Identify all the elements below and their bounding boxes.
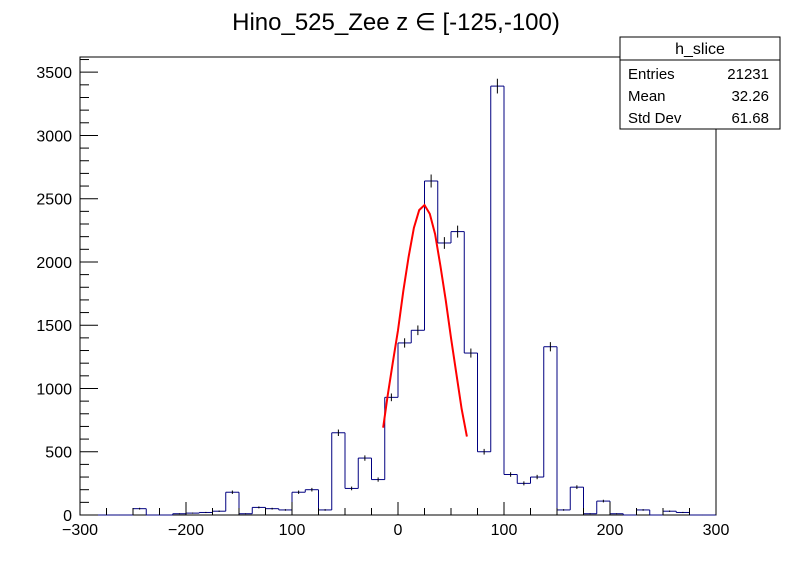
stats-mean-label: Mean bbox=[628, 88, 666, 105]
y-tick-label: 2500 bbox=[36, 192, 72, 209]
stats-stddev-label: Std Dev bbox=[628, 110, 682, 127]
axes: −300 −200 100 0 100 200 3000500100015002000250… bbox=[36, 59, 730, 539]
chart-title: Hino_525_Zee z ∈ [-125,-100) bbox=[232, 9, 560, 36]
x-tick-label: −300 bbox=[62, 522, 98, 539]
y-tick-label: 1500 bbox=[36, 318, 72, 335]
y-tick-label: 2000 bbox=[36, 255, 72, 272]
x-tick-label: 200 bbox=[597, 522, 624, 539]
y-tick-label: 3500 bbox=[36, 65, 72, 82]
x-tick-label: 100 bbox=[279, 522, 306, 539]
fit-curve-group bbox=[382, 203, 468, 437]
stats-stddev-value: 61.68 bbox=[731, 110, 769, 127]
y-tick-label: 500 bbox=[45, 445, 72, 462]
stats-mean-value: 32.26 bbox=[731, 88, 769, 105]
error-bars bbox=[139, 78, 684, 515]
stats-entries-label: Entries bbox=[628, 66, 675, 83]
x-tick-label: 0 bbox=[394, 522, 403, 539]
x-tick-label: 300 bbox=[703, 522, 730, 539]
x-tick-label: 100 bbox=[491, 522, 518, 539]
stats-box: h_slice Entries 21231 Mean 32.26 Std Dev… bbox=[619, 36, 781, 130]
y-tick-label: 0 bbox=[63, 508, 72, 525]
y-tick-label: 1000 bbox=[36, 381, 72, 398]
stats-box-title: h_slice bbox=[675, 41, 725, 58]
histogram bbox=[80, 85, 716, 516]
stats-entries-value: 21231 bbox=[727, 66, 769, 83]
x-tick-label: −200 bbox=[168, 522, 204, 539]
fit-curve bbox=[382, 203, 468, 437]
stats-box-frame bbox=[619, 36, 781, 130]
y-tick-label: 3000 bbox=[36, 128, 72, 145]
